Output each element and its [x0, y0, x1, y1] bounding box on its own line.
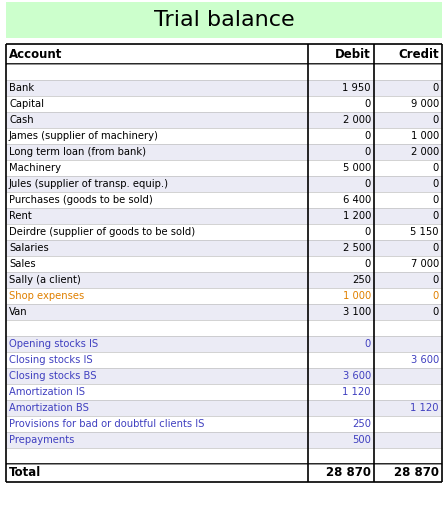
- Text: Trial balance: Trial balance: [154, 10, 294, 30]
- Text: 0: 0: [365, 179, 371, 189]
- Text: 5 150: 5 150: [410, 227, 439, 237]
- Text: 9 000: 9 000: [411, 99, 439, 109]
- FancyBboxPatch shape: [6, 176, 442, 192]
- Text: Closing stocks BS: Closing stocks BS: [9, 371, 96, 381]
- Text: 250: 250: [352, 419, 371, 429]
- Text: 3 600: 3 600: [411, 355, 439, 365]
- Text: 0: 0: [365, 99, 371, 109]
- Text: Purchases (goods to be sold): Purchases (goods to be sold): [9, 195, 153, 205]
- Text: Closing stocks IS: Closing stocks IS: [9, 355, 93, 365]
- Text: Amortization BS: Amortization BS: [9, 403, 89, 413]
- Text: Capital: Capital: [9, 99, 44, 109]
- Text: Machinery: Machinery: [9, 163, 61, 173]
- Text: Jules (supplier of transp. equip.): Jules (supplier of transp. equip.): [9, 179, 169, 189]
- Text: 0: 0: [433, 83, 439, 93]
- Text: 7 000: 7 000: [411, 259, 439, 269]
- Text: 0: 0: [433, 115, 439, 125]
- Text: 0: 0: [433, 291, 439, 301]
- Text: 28 870: 28 870: [394, 466, 439, 480]
- Text: 2 000: 2 000: [411, 147, 439, 157]
- FancyBboxPatch shape: [6, 80, 442, 96]
- FancyBboxPatch shape: [6, 44, 442, 482]
- Text: 0: 0: [433, 163, 439, 173]
- Text: 2 000: 2 000: [343, 115, 371, 125]
- Text: Van: Van: [9, 307, 28, 317]
- Text: Rent: Rent: [9, 211, 32, 221]
- FancyBboxPatch shape: [6, 112, 442, 128]
- Text: 6 400: 6 400: [343, 195, 371, 205]
- Text: 500: 500: [352, 435, 371, 445]
- Text: 1 120: 1 120: [410, 403, 439, 413]
- Text: James (supplier of machinery): James (supplier of machinery): [9, 131, 159, 141]
- FancyBboxPatch shape: [6, 240, 442, 256]
- Text: 0: 0: [433, 275, 439, 285]
- Text: 0: 0: [365, 259, 371, 269]
- Text: 0: 0: [365, 131, 371, 141]
- FancyBboxPatch shape: [6, 44, 442, 64]
- Text: Deirdre (supplier of goods to be sold): Deirdre (supplier of goods to be sold): [9, 227, 195, 237]
- Text: 0: 0: [365, 339, 371, 349]
- Text: 1 000: 1 000: [411, 131, 439, 141]
- Text: Debit: Debit: [335, 47, 371, 61]
- FancyBboxPatch shape: [6, 432, 442, 448]
- Text: 0: 0: [433, 179, 439, 189]
- Text: 250: 250: [352, 275, 371, 285]
- Text: Salaries: Salaries: [9, 243, 49, 253]
- Text: Total: Total: [9, 466, 41, 480]
- FancyBboxPatch shape: [6, 272, 442, 288]
- Text: 1 200: 1 200: [343, 211, 371, 221]
- FancyBboxPatch shape: [6, 144, 442, 160]
- FancyBboxPatch shape: [6, 400, 442, 416]
- Text: 1 950: 1 950: [343, 83, 371, 93]
- FancyBboxPatch shape: [6, 336, 442, 352]
- Text: 0: 0: [433, 243, 439, 253]
- Text: Credit: Credit: [398, 47, 439, 61]
- Text: 1 120: 1 120: [343, 387, 371, 397]
- Text: Long term loan (from bank): Long term loan (from bank): [9, 147, 146, 157]
- Text: 5 000: 5 000: [343, 163, 371, 173]
- Text: Provisions for bad or doubtful clients IS: Provisions for bad or doubtful clients I…: [9, 419, 204, 429]
- Text: Cash: Cash: [9, 115, 34, 125]
- Text: 28 870: 28 870: [326, 466, 371, 480]
- Text: 3 600: 3 600: [343, 371, 371, 381]
- Text: Sally (a client): Sally (a client): [9, 275, 81, 285]
- FancyBboxPatch shape: [6, 208, 442, 224]
- Text: Amortization IS: Amortization IS: [9, 387, 85, 397]
- Text: Bank: Bank: [9, 83, 34, 93]
- Text: 0: 0: [365, 227, 371, 237]
- Text: Shop expenses: Shop expenses: [9, 291, 84, 301]
- FancyBboxPatch shape: [6, 304, 442, 320]
- Text: Account: Account: [9, 47, 62, 61]
- Text: Prepayments: Prepayments: [9, 435, 74, 445]
- FancyBboxPatch shape: [6, 368, 442, 384]
- Text: 0: 0: [433, 195, 439, 205]
- Text: 3 100: 3 100: [343, 307, 371, 317]
- Text: Sales: Sales: [9, 259, 36, 269]
- Text: 0: 0: [433, 307, 439, 317]
- Text: Opening stocks IS: Opening stocks IS: [9, 339, 98, 349]
- Text: 1 000: 1 000: [343, 291, 371, 301]
- Text: 0: 0: [433, 211, 439, 221]
- Text: 0: 0: [365, 147, 371, 157]
- Text: 2 500: 2 500: [343, 243, 371, 253]
- FancyBboxPatch shape: [6, 2, 442, 38]
